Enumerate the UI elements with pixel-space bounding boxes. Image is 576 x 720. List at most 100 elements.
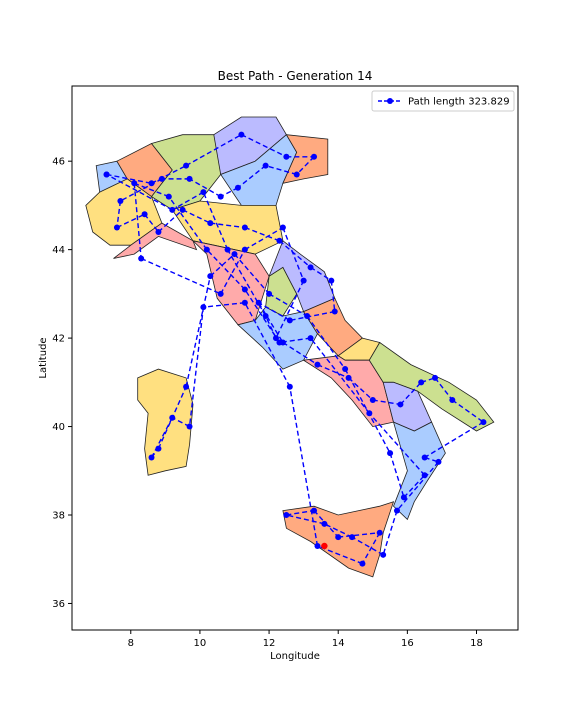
path-point — [369, 397, 376, 404]
path-segment — [289, 386, 319, 547]
path-point — [342, 366, 349, 373]
path-point — [432, 374, 439, 381]
path-point — [103, 171, 110, 178]
path-point — [169, 414, 176, 421]
path-segment — [265, 164, 297, 176]
x-tick-label: 18 — [470, 638, 483, 649]
path-segment — [157, 209, 184, 233]
path-point — [155, 445, 162, 452]
path-point — [307, 264, 314, 271]
path-segment — [106, 173, 173, 211]
path-point — [207, 220, 214, 227]
path-segment — [348, 377, 374, 401]
legend: Path length 323.829 — [371, 90, 515, 112]
path-segment — [258, 302, 291, 322]
path-segment — [351, 536, 384, 556]
map-region — [282, 134, 329, 184]
path-point — [328, 277, 335, 284]
y-tick-label: 46 — [52, 157, 65, 168]
path-segment — [233, 253, 270, 295]
path-segment — [275, 280, 305, 339]
path-point — [376, 529, 383, 536]
map-region — [137, 368, 194, 476]
path-point — [262, 162, 269, 169]
path-segment — [268, 293, 308, 317]
path-point — [200, 304, 207, 311]
path-point — [387, 450, 394, 457]
path-point — [262, 312, 269, 319]
x-axis-label: Longitude — [270, 651, 320, 662]
path-segment — [185, 134, 242, 167]
path-segment — [310, 266, 332, 282]
path-point — [179, 206, 186, 213]
path-segment — [282, 341, 318, 366]
path-point — [276, 339, 283, 346]
path-point — [421, 472, 428, 479]
path-segment — [133, 183, 142, 259]
legend-entry-label: Path length 323.829 — [408, 97, 510, 108]
path-point — [418, 379, 425, 386]
path-segment — [434, 377, 453, 401]
path-point — [314, 542, 321, 549]
path-point — [141, 211, 148, 218]
path-point — [283, 512, 290, 519]
path-segment — [286, 509, 315, 516]
path-segment — [140, 257, 221, 295]
y-tick-label: 38 — [52, 511, 65, 522]
path-segment — [399, 381, 422, 405]
path-point — [366, 410, 373, 417]
path-segment — [286, 514, 325, 525]
path-point — [207, 273, 214, 280]
path-segment — [185, 276, 211, 387]
path-point — [165, 193, 172, 200]
path-point — [480, 419, 487, 426]
path-point — [397, 401, 404, 408]
path-point — [321, 520, 328, 527]
path-segment — [168, 196, 208, 251]
path-segment — [451, 399, 484, 423]
highlight-point — [321, 542, 328, 550]
map-region — [113, 222, 198, 259]
path-point — [113, 224, 120, 231]
path-segment — [116, 200, 122, 228]
path-point — [311, 153, 318, 160]
y-tick-label: 42 — [52, 334, 65, 345]
path-segment — [151, 164, 187, 184]
path-point — [138, 255, 145, 262]
map-region — [368, 341, 495, 432]
y-axis-label: Latitude — [38, 337, 49, 378]
x-tick-label: 8 — [128, 638, 134, 649]
path-point — [241, 224, 248, 231]
path-segment — [396, 461, 440, 512]
path-point — [158, 175, 165, 182]
path-segment — [210, 222, 245, 229]
path-point — [349, 534, 356, 541]
path-point — [393, 507, 400, 514]
path-segment — [338, 532, 380, 538]
path-point — [186, 175, 193, 182]
path-point — [293, 171, 300, 178]
path-point — [183, 162, 190, 169]
y-axis: 36 38 40 42 44 46 — [52, 157, 72, 610]
path-point — [276, 237, 283, 244]
path-segment — [116, 213, 145, 229]
path-point — [435, 458, 442, 465]
path-point — [266, 290, 273, 297]
path-point — [148, 180, 155, 187]
path-segment — [220, 249, 246, 295]
path-segment — [203, 302, 245, 308]
path-segment — [306, 315, 346, 370]
path-point — [283, 153, 290, 160]
path-segment — [361, 532, 381, 564]
path-point — [335, 534, 342, 541]
path-point — [314, 361, 321, 368]
path-point — [241, 299, 248, 306]
path-segment — [264, 315, 277, 339]
path-segment — [424, 421, 484, 459]
path-point — [331, 308, 338, 315]
path-point — [449, 397, 456, 404]
path-point — [241, 246, 248, 253]
y-tick-label: 36 — [52, 599, 65, 610]
path-point — [345, 374, 352, 381]
